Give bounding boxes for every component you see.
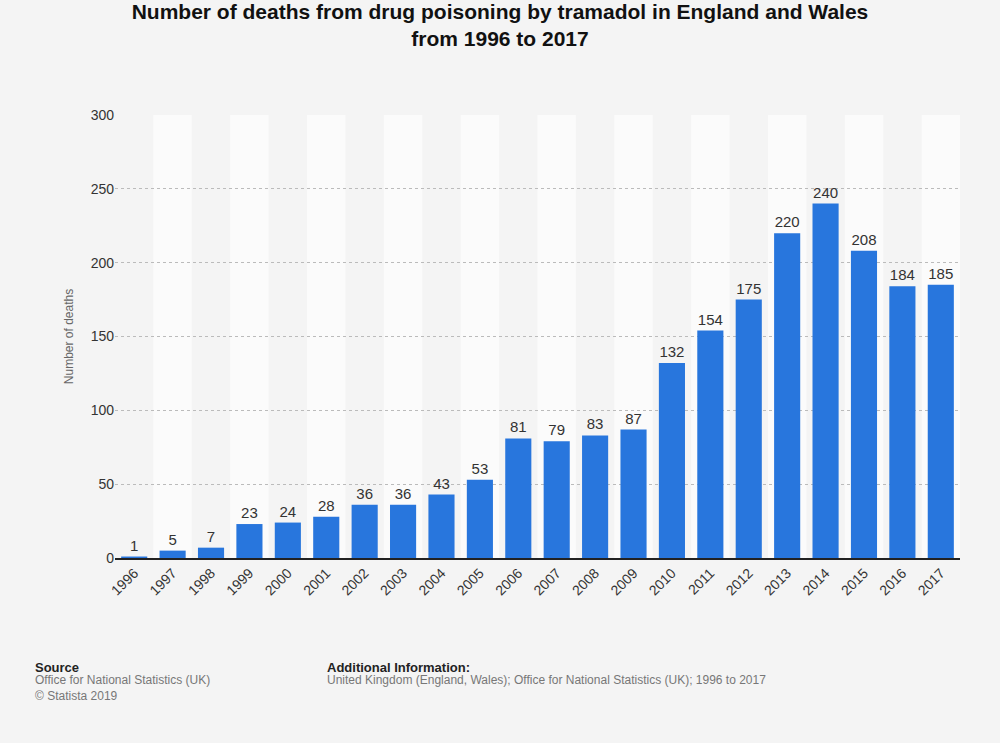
svg-text:1999: 1999 bbox=[223, 565, 256, 598]
svg-text:2017: 2017 bbox=[915, 565, 948, 598]
svg-text:2004: 2004 bbox=[415, 565, 448, 598]
svg-text:0: 0 bbox=[106, 550, 114, 566]
svg-text:132: 132 bbox=[659, 343, 684, 360]
svg-text:36: 36 bbox=[356, 485, 373, 502]
svg-text:5: 5 bbox=[168, 531, 176, 548]
svg-text:United Kingdom (England, Wales: United Kingdom (England, Wales); Office … bbox=[327, 673, 766, 687]
svg-text:184: 184 bbox=[890, 266, 915, 283]
svg-text:43: 43 bbox=[433, 475, 450, 492]
svg-text:185: 185 bbox=[928, 265, 953, 282]
svg-text:24: 24 bbox=[279, 503, 296, 520]
svg-text:Additional Information:: Additional Information: bbox=[327, 660, 470, 675]
svg-text:Number of deaths from drug poi: Number of deaths from drug poisoning by … bbox=[132, 0, 869, 50]
svg-text:1997: 1997 bbox=[146, 565, 179, 598]
svg-text:1: 1 bbox=[130, 537, 138, 554]
svg-text:154: 154 bbox=[698, 311, 723, 328]
svg-text:83: 83 bbox=[587, 415, 604, 432]
svg-text:2001: 2001 bbox=[300, 565, 333, 598]
svg-text:150: 150 bbox=[91, 328, 115, 344]
svg-text:53: 53 bbox=[472, 460, 489, 477]
svg-text:2003: 2003 bbox=[377, 565, 410, 598]
svg-text:79: 79 bbox=[548, 421, 565, 438]
svg-text:208: 208 bbox=[851, 231, 876, 248]
svg-text:2007: 2007 bbox=[530, 565, 563, 598]
svg-text:28: 28 bbox=[318, 497, 335, 514]
svg-text:100: 100 bbox=[91, 402, 115, 418]
svg-text:200: 200 bbox=[91, 255, 115, 271]
svg-text:87: 87 bbox=[625, 410, 642, 427]
svg-text:300: 300 bbox=[91, 107, 115, 123]
svg-text:36: 36 bbox=[395, 485, 412, 502]
svg-text:2011: 2011 bbox=[685, 565, 718, 598]
svg-text:2016: 2016 bbox=[876, 565, 909, 598]
svg-text:Number of deaths: Number of deaths bbox=[62, 289, 76, 384]
svg-text:Office for National Statistics: Office for National Statistics (UK)© Sta… bbox=[35, 673, 210, 703]
svg-text:175: 175 bbox=[736, 280, 761, 297]
svg-text:1998: 1998 bbox=[185, 565, 218, 598]
svg-text:240: 240 bbox=[813, 184, 838, 201]
svg-text:23: 23 bbox=[241, 504, 258, 521]
svg-text:2009: 2009 bbox=[607, 565, 640, 598]
svg-text:2013: 2013 bbox=[761, 565, 794, 598]
svg-text:2012: 2012 bbox=[722, 565, 755, 598]
svg-text:81: 81 bbox=[510, 418, 527, 435]
svg-text:2000: 2000 bbox=[262, 565, 295, 598]
svg-text:2002: 2002 bbox=[338, 565, 371, 598]
svg-text:2008: 2008 bbox=[569, 565, 602, 598]
svg-text:Source: Source bbox=[35, 660, 79, 675]
svg-text:1996: 1996 bbox=[108, 565, 141, 598]
svg-text:2005: 2005 bbox=[454, 565, 487, 598]
svg-text:7: 7 bbox=[207, 528, 215, 545]
svg-text:2010: 2010 bbox=[646, 565, 679, 598]
svg-text:2015: 2015 bbox=[838, 565, 871, 598]
svg-text:50: 50 bbox=[98, 476, 114, 492]
svg-text:250: 250 bbox=[91, 181, 115, 197]
svg-text:220: 220 bbox=[775, 213, 800, 230]
svg-text:2014: 2014 bbox=[799, 565, 832, 598]
svg-text:2006: 2006 bbox=[492, 565, 525, 598]
